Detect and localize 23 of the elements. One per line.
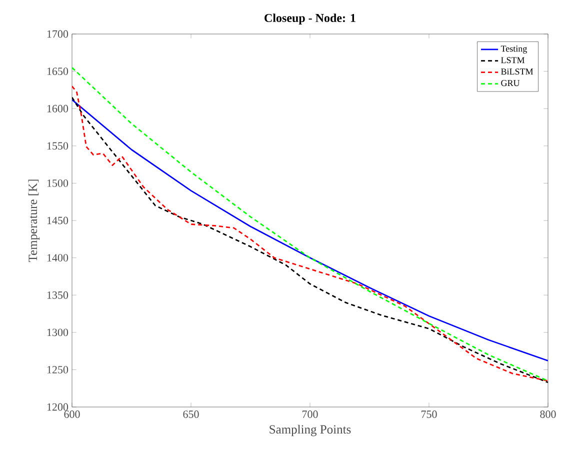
y-tick-label: 1300 [47, 328, 68, 336]
x-tick-label: 700 [302, 410, 318, 418]
y-tick-label: 1650 [47, 68, 68, 76]
legend-label: GRU [501, 80, 520, 86]
legend-label: LSTM [501, 57, 525, 64]
y-tick-label: 1550 [47, 142, 68, 150]
y-tick-label: 1350 [47, 291, 68, 299]
y-axis-title: Temperature [K] [28, 180, 40, 262]
y-tick-label: 1250 [47, 366, 68, 374]
x-tick-label: 800 [540, 410, 556, 418]
x-tick-label: 600 [64, 410, 80, 418]
x-tick-label: 750 [421, 410, 437, 418]
y-tick-label: 1700 [47, 30, 68, 38]
y-tick-label: 1400 [47, 254, 68, 262]
x-tick-label: 650 [183, 410, 199, 418]
y-tick-label: 1500 [47, 180, 68, 187]
y-tick-label: 1200 [47, 403, 68, 411]
legend-label: Testing [500, 46, 527, 54]
x-axis-title: Sampling Points [270, 424, 351, 436]
chart-title: Closeup - Node: 1 [264, 14, 356, 24]
y-tick-label: 1600 [47, 104, 68, 112]
y-tick-label: 1450 [47, 216, 68, 224]
legend-label: BiLSTM [501, 68, 534, 75]
